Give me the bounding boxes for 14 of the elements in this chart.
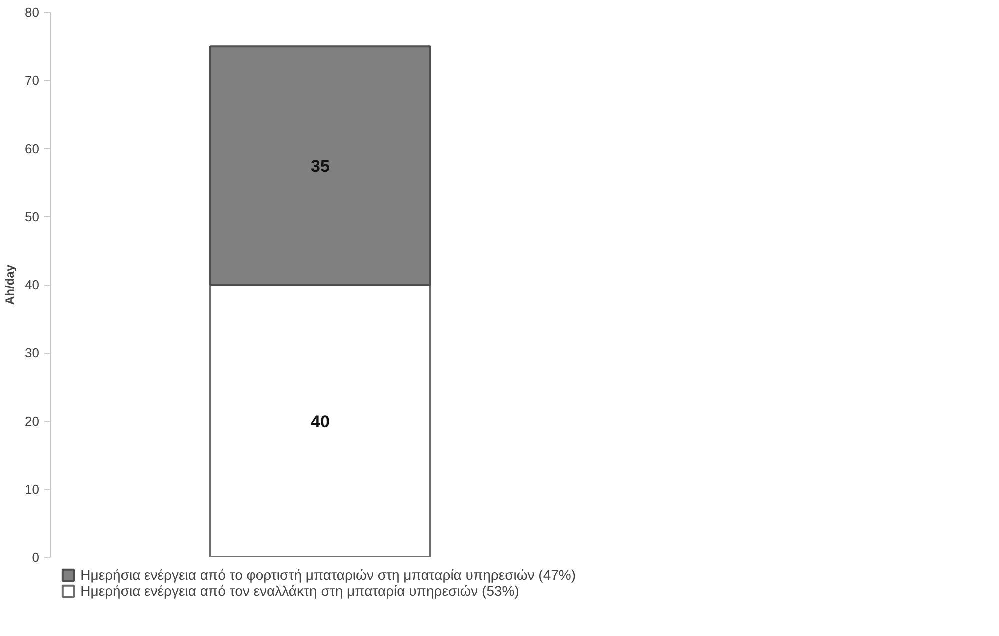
data-label: 40	[310, 412, 330, 432]
y-tick-label: 10	[25, 482, 40, 497]
y-tick-label: 80	[25, 5, 40, 20]
y-tick-label: 60	[25, 141, 40, 156]
data-label: 35	[310, 156, 330, 176]
y-tick-label: 30	[25, 346, 40, 361]
y-axis-title: Ah/day	[3, 264, 18, 306]
y-tick-label: 70	[25, 73, 40, 88]
legend-label: Ημερήσια ενέργεια από το φορτιστή μπαταριών στη μπαταρία υπηρεσιών (47%)	[80, 566, 576, 582]
y-tick-label: 20	[25, 414, 40, 429]
legend-label: Ημερήσια ενέργεια από τον εναλλάκτη στη μπαταρία υπηρεσιών (53%)	[80, 582, 520, 598]
y-tick-label: 0	[32, 550, 40, 565]
y-tick-label: 50	[25, 209, 40, 224]
y-tick-label: 40	[25, 278, 40, 292]
